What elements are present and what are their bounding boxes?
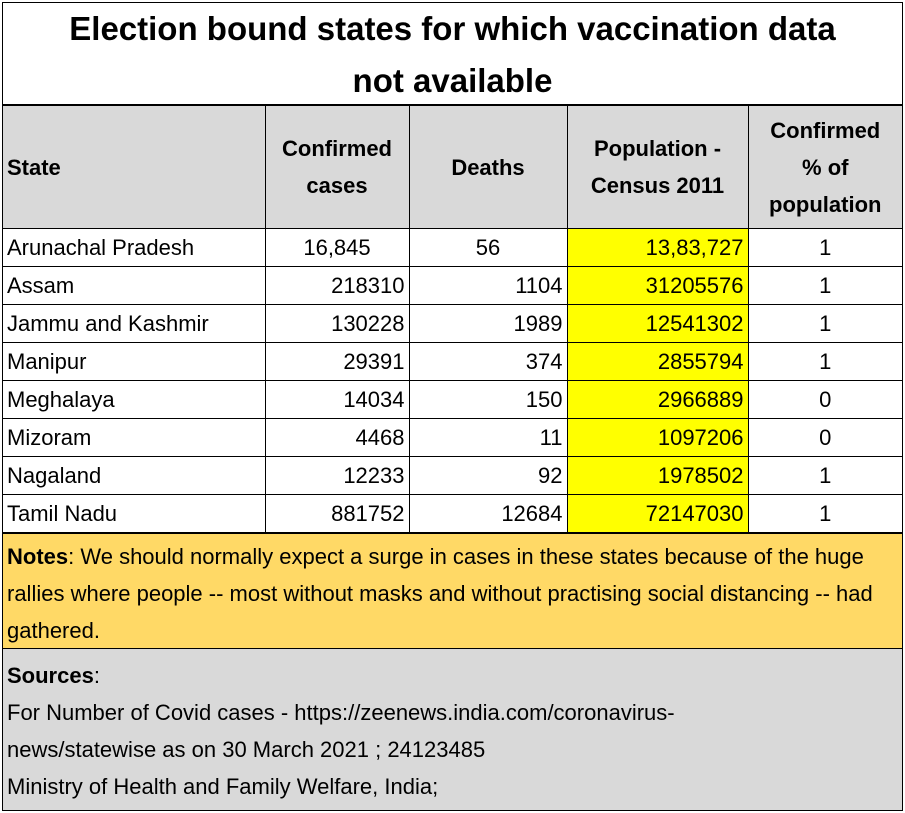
cell-population: 31205576 bbox=[566, 266, 749, 305]
cell-population: 2966889 bbox=[566, 380, 749, 419]
table-row: Arunachal Pradesh 16,845 56 13,83,727 1 bbox=[3, 228, 902, 267]
cell-confirmed: 218310 bbox=[264, 266, 410, 305]
cell-state: Nagaland bbox=[3, 456, 266, 495]
cell-confirmed: 14034 bbox=[264, 380, 410, 419]
cell-deaths: 11 bbox=[408, 418, 568, 457]
notes-text: : We should normally expect a surge in c… bbox=[7, 544, 873, 643]
header-confirmed-line2: cases bbox=[306, 173, 368, 198]
table-row: Manipur 29391 374 2855794 1 bbox=[3, 342, 902, 381]
header-population: Population - Census 2011 bbox=[566, 105, 749, 229]
table-row: Mizoram 4468 11 1097206 0 bbox=[3, 418, 902, 457]
cell-confirmed: 130228 bbox=[264, 304, 410, 343]
cell-deaths: 1989 bbox=[408, 304, 568, 343]
cell-confirmed: 29391 bbox=[264, 342, 410, 381]
cell-state: Manipur bbox=[3, 342, 266, 381]
cell-confirmed: 16,845 bbox=[264, 228, 410, 267]
header-percent-line1: Confirmed bbox=[770, 117, 881, 143]
cell-population: 12541302 bbox=[566, 304, 749, 343]
table-title: Election bound states for which vaccinat… bbox=[3, 3, 902, 105]
notes-label: Notes bbox=[7, 544, 69, 569]
header-population-line2: Census 2011 bbox=[590, 173, 725, 198]
sources-line-2: news/statewise as on 30 March 2021 ; 241… bbox=[7, 737, 486, 762]
cell-confirmed: 4468 bbox=[264, 418, 410, 457]
cell-percent: 1 bbox=[747, 228, 902, 267]
title-line-1: Election bound states for which vaccinat… bbox=[69, 10, 836, 47]
header-state: State bbox=[3, 105, 266, 229]
title-line-2: not available bbox=[352, 62, 553, 99]
cell-percent: 1 bbox=[747, 456, 902, 495]
data-table: State Confirmed cases Deaths Population … bbox=[3, 105, 902, 533]
sources-section: Sources: For Number of Covid cases - htt… bbox=[3, 649, 902, 810]
table-row: Assam 218310 1104 31205576 1 bbox=[3, 266, 902, 305]
cell-deaths: 1104 bbox=[408, 266, 568, 305]
sources-line-3: Ministry of Health and Family Welfare, I… bbox=[7, 774, 439, 799]
cell-deaths: 56 bbox=[408, 228, 568, 267]
cell-population: 1978502 bbox=[566, 456, 749, 495]
cell-population: 72147030 bbox=[566, 494, 749, 533]
header-confirmed-line1: Confirmed bbox=[282, 136, 392, 161]
cell-confirmed: 881752 bbox=[264, 494, 410, 533]
cell-percent: 1 bbox=[747, 266, 902, 305]
cell-percent: 0 bbox=[747, 380, 902, 419]
cell-deaths: 12684 bbox=[408, 494, 568, 533]
cell-percent: 1 bbox=[747, 304, 902, 343]
cell-state: Meghalaya bbox=[3, 380, 266, 419]
cell-state: Assam bbox=[3, 266, 266, 305]
cell-deaths: 92 bbox=[408, 456, 568, 495]
cell-confirmed: 12233 bbox=[264, 456, 410, 495]
header-percent-line2: % of bbox=[802, 154, 849, 180]
table-row: Tamil Nadu 881752 12684 72147030 1 bbox=[3, 494, 902, 533]
cell-deaths: 150 bbox=[408, 380, 568, 419]
cell-population: 1097206 bbox=[566, 418, 749, 457]
header-percent: Confirmed % of population bbox=[747, 105, 902, 229]
notes-section: Notes: We should normally expect a surge… bbox=[3, 533, 902, 649]
cell-percent: 1 bbox=[747, 342, 902, 381]
header-confirmed-cases: Confirmed cases bbox=[264, 105, 410, 229]
header-deaths: Deaths bbox=[408, 105, 568, 229]
table-row: Nagaland 12233 92 1978502 1 bbox=[3, 456, 902, 495]
header-row: State Confirmed cases Deaths Population … bbox=[3, 105, 902, 229]
header-percent-line3: population bbox=[769, 191, 882, 217]
cell-state: Arunachal Pradesh bbox=[3, 228, 266, 267]
cell-percent: 0 bbox=[747, 418, 902, 457]
cell-population: 2855794 bbox=[566, 342, 749, 381]
sources-line-1: For Number of Covid cases - https://zeen… bbox=[7, 700, 675, 725]
table-row: Jammu and Kashmir 130228 1989 12541302 1 bbox=[3, 304, 902, 343]
sources-colon: : bbox=[93, 663, 100, 688]
cell-deaths: 374 bbox=[408, 342, 568, 381]
table-row: Meghalaya 14034 150 2966889 0 bbox=[3, 380, 902, 419]
sources-label: Sources bbox=[7, 663, 94, 688]
cell-percent: 1 bbox=[747, 494, 902, 533]
cell-state: Jammu and Kashmir bbox=[3, 304, 266, 343]
cell-state: Tamil Nadu bbox=[3, 494, 266, 533]
cell-state: Mizoram bbox=[3, 418, 266, 457]
header-population-line1: Population - bbox=[593, 136, 722, 161]
sources-heading: Sources: bbox=[7, 657, 896, 694]
cell-population: 13,83,727 bbox=[566, 228, 749, 267]
